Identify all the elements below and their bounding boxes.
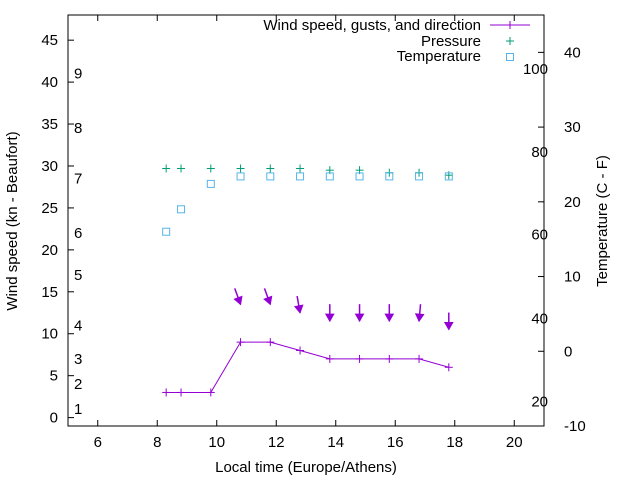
temperature-point <box>206 179 215 188</box>
fahrenheit-label: 100 <box>523 61 548 78</box>
wind-arrow-head <box>443 322 454 331</box>
wind-speed-point <box>162 388 171 397</box>
y2-tick-label: 10 <box>564 269 581 286</box>
legend-label-pressure: Pressure <box>421 33 481 50</box>
x-tick-label: 8 <box>153 434 161 451</box>
temperature-point <box>325 172 334 181</box>
beaufort-label: 2 <box>74 376 82 393</box>
wind-speed-line <box>166 341 449 393</box>
wind-speed-point <box>296 346 305 355</box>
wind-direction-arrow <box>354 304 365 323</box>
wind-direction-arrow <box>384 304 395 323</box>
y-tick-label: 5 <box>50 368 58 385</box>
pressure-point <box>236 164 245 173</box>
wind-direction-arrow <box>233 288 243 306</box>
wind-speed-point <box>206 388 215 397</box>
y-tick-label: 30 <box>41 158 58 175</box>
plot-frame <box>67 14 545 427</box>
wind-speed-point <box>415 354 424 363</box>
fahrenheit-label: 20 <box>531 393 548 410</box>
y2-tick-label: 0 <box>564 343 572 360</box>
beaufort-label: 8 <box>74 120 82 137</box>
wind-speed-point <box>385 354 394 363</box>
wind-speed-point <box>444 363 453 372</box>
wind-arrow-head <box>324 313 335 323</box>
wind-direction-arrow <box>414 304 425 323</box>
temperature-point <box>296 172 305 181</box>
x-tick-label: 10 <box>208 434 225 451</box>
fahrenheit-label: 40 <box>531 310 548 327</box>
pressure-point <box>177 164 186 173</box>
wind-speed-point <box>177 388 186 397</box>
temperature-point <box>177 205 186 214</box>
wind-direction-arrow <box>263 288 273 306</box>
wind-arrow-head <box>293 304 304 314</box>
x-tick-label: 18 <box>446 434 463 451</box>
pressure-point <box>444 171 453 180</box>
temperature-point <box>162 227 171 236</box>
legend-label-temperature: Temperature <box>397 48 481 65</box>
x-tick-label: 20 <box>506 434 523 451</box>
wind-arrow-head <box>384 313 395 323</box>
temperature-point <box>355 172 364 181</box>
wind-direction-arrow <box>443 312 454 331</box>
y-tick-label: 20 <box>41 242 58 259</box>
legend-marker-temperature <box>506 53 514 61</box>
y-axis-title: Wind speed (kn - Beaufort) <box>4 131 21 310</box>
wind-arrow-head <box>233 295 243 306</box>
y2-tick-label: -10 <box>564 418 586 435</box>
pressure-point <box>206 164 215 173</box>
wind-speed-point <box>325 354 334 363</box>
wind-speed-point <box>236 338 245 347</box>
y-tick-label: 45 <box>41 32 58 49</box>
beaufort-label: 1 <box>74 401 82 418</box>
legend-wind-plus <box>506 21 514 29</box>
wind-direction-arrow <box>324 304 335 323</box>
legend-marker-pressure <box>506 37 514 45</box>
fahrenheit-label: 60 <box>531 227 548 244</box>
legend-label-wind: Wind speed, gusts, and direction <box>263 17 481 34</box>
wind-speed-point <box>355 354 364 363</box>
x-tick-label: 14 <box>327 434 344 451</box>
pressure-point <box>266 164 275 173</box>
y-tick-label: 15 <box>41 284 58 301</box>
beaufort-label: 7 <box>74 171 82 188</box>
y2-tick-label: 40 <box>564 44 581 61</box>
pressure-point <box>162 164 171 173</box>
y-tick-label: 10 <box>41 326 58 343</box>
beaufort-label: 9 <box>74 66 82 83</box>
beaufort-label: 3 <box>74 351 82 368</box>
y-tick-label: 0 <box>50 410 58 427</box>
y2-axis-title: Temperature (C - F) <box>594 155 611 287</box>
temperature-point <box>236 172 245 181</box>
y2-tick-label: 20 <box>564 194 581 211</box>
x-tick-label: 6 <box>94 434 102 451</box>
y-tick-label: 40 <box>41 74 58 91</box>
fahrenheit-label: 80 <box>531 144 548 161</box>
x-tick-label: 12 <box>268 434 285 451</box>
beaufort-label: 5 <box>74 267 82 284</box>
beaufort-label: 6 <box>74 225 82 242</box>
temperature-point <box>385 172 394 181</box>
temperature-point <box>444 172 453 181</box>
x-axis-title: Local time (Europe/Athens) <box>215 459 397 476</box>
temperature-point <box>266 172 275 181</box>
legend: Wind speed, gusts, and direction Pressur… <box>263 17 530 65</box>
wind-arrow-head <box>414 313 425 323</box>
y-tick-label: 35 <box>41 116 58 133</box>
x-tick-label: 16 <box>387 434 404 451</box>
wind-arrow-head <box>354 313 365 323</box>
wind-arrow-head <box>263 295 273 306</box>
wind-direction-arrow <box>293 295 304 314</box>
wind-speed-point <box>266 338 275 347</box>
pressure-point <box>296 164 305 173</box>
temperature-point <box>415 172 424 181</box>
y2-tick-label: 30 <box>564 119 581 136</box>
legend-marker-wind <box>490 21 530 29</box>
beaufort-label: 4 <box>74 317 82 334</box>
y-tick-label: 25 <box>41 200 58 217</box>
